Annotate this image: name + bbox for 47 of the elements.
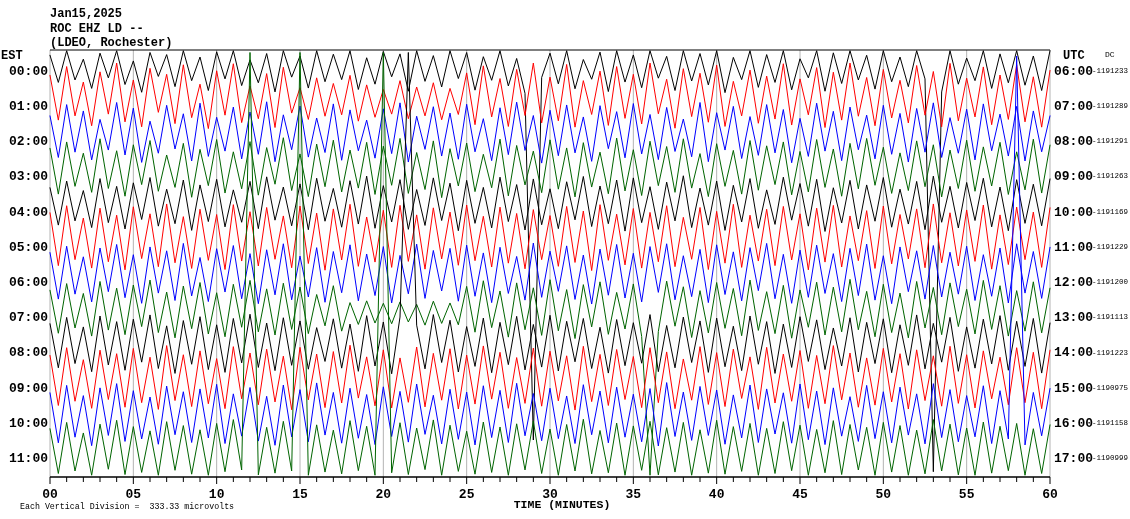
y2-tick-label: 07:00	[1054, 98, 1094, 114]
y-tick-label: 04:00	[8, 204, 49, 220]
x-tick-label: 10	[208, 487, 225, 502]
text: DC	[1105, 50, 1115, 59]
chart-title: Jan15,2025	[50, 7, 123, 21]
x-tick-label: 00	[42, 487, 58, 502]
y2-tick-label: 09:00	[1054, 169, 1094, 185]
x-tick-label: 20	[375, 487, 392, 502]
y-tick-label: 02:00	[8, 134, 49, 150]
x-tick-label: 35	[625, 487, 642, 502]
x-axis-title: TIME (MINUTES)	[513, 498, 611, 511]
y2-tick-label: 12:00	[1054, 275, 1094, 291]
x-tick-label: 55	[958, 487, 975, 502]
x-tick-label: 60	[1042, 487, 1058, 502]
y2-tick-label: 11:00	[1054, 239, 1094, 255]
y-tick-label: 03:00	[8, 169, 49, 185]
y-tick-label: 01:00	[8, 98, 49, 114]
y-tick-label: 09:00	[8, 380, 49, 396]
y2-tick-label: 17:00	[1054, 451, 1094, 467]
annotation: (LDEO, Rochester)	[50, 36, 173, 50]
x-tick-label: 50	[875, 487, 892, 502]
y-tick-label: 05:00	[8, 239, 49, 255]
x-tick-label: 45	[792, 487, 808, 502]
y2-tick-label: 06:00	[1054, 63, 1094, 79]
y-tick-label: 10:00	[8, 415, 49, 431]
y-axis-title: EST	[1, 49, 23, 63]
y2-tick-label: 15:00	[1054, 380, 1094, 396]
x-tick-label: 25	[458, 487, 475, 502]
y2-axis-title: UTC	[1063, 49, 1085, 63]
y2-tick-label: 16:00	[1054, 415, 1094, 431]
x-tick-label: 40	[708, 487, 725, 502]
x-tick-label: 15	[292, 487, 308, 502]
y-tick-label: 11:00	[8, 451, 49, 467]
line-series	[49, 203, 1051, 272]
y-tick-label: 08:00	[8, 345, 49, 361]
y-tick-label: 00:00	[8, 63, 49, 79]
chart-subtitle: ROC EHZ LD --	[50, 21, 144, 36]
y2-tick-label: 10:00	[1054, 204, 1094, 220]
text: Each Vertical Division = 333.33 microvolts	[20, 502, 235, 511]
y2-tick-label: 14:00	[1054, 345, 1094, 361]
y-tick-label: 07:00	[8, 310, 49, 326]
y2-tick-label: 13:00	[1054, 310, 1094, 326]
y-tick-label: 06:00	[8, 275, 49, 291]
line-series	[49, 62, 1051, 130]
y2-tick-label: 08:00	[1054, 134, 1094, 150]
x-tick-label: 05	[125, 487, 142, 502]
line-series	[49, 344, 1051, 411]
